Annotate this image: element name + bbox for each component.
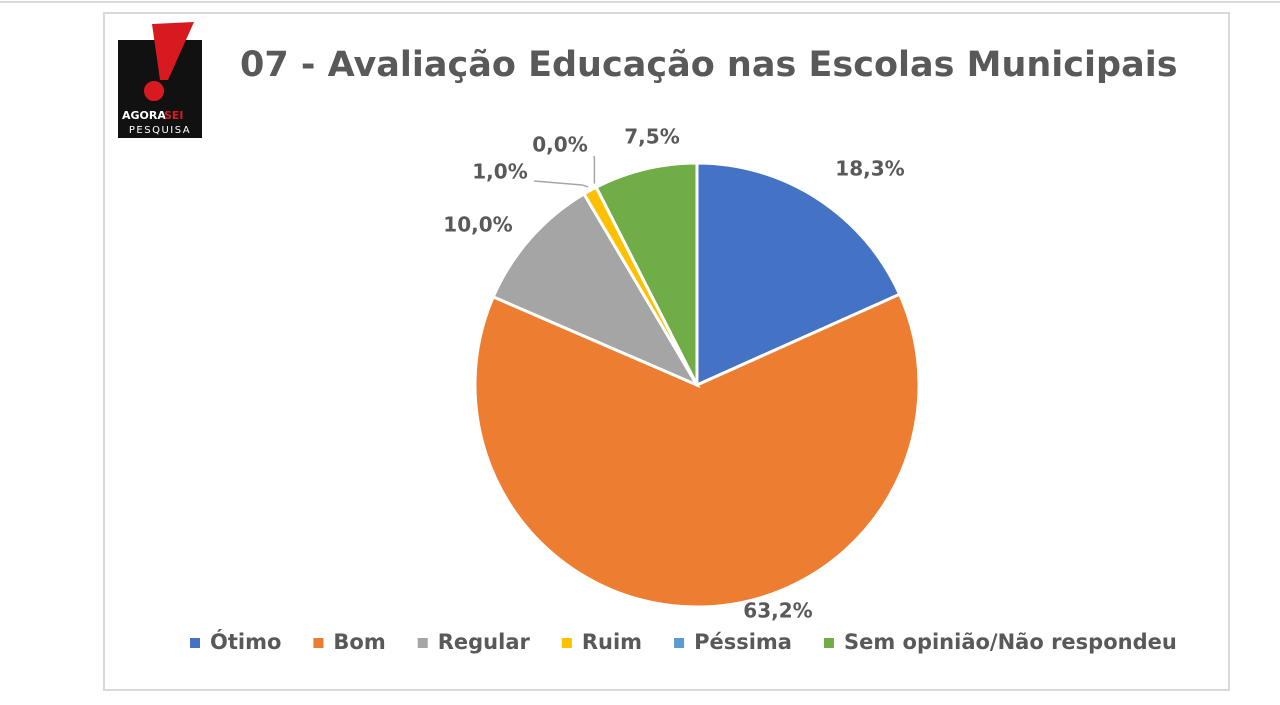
legend-marker xyxy=(313,638,324,648)
data-label: 10,0% xyxy=(443,213,512,237)
legend-label: Sem opinião/Não respondeu xyxy=(844,630,1177,654)
legend-marker xyxy=(823,638,834,648)
pie-slice xyxy=(594,161,699,386)
legend-marker xyxy=(561,638,572,648)
data-label: 7,5% xyxy=(624,125,679,149)
data-label: 1,0% xyxy=(472,160,527,184)
legend-label: Ótimo xyxy=(210,629,281,654)
legend-marker xyxy=(674,638,685,648)
logo-subtitle: PESQUISA xyxy=(129,125,191,136)
data-label: 0,0% xyxy=(532,133,587,157)
legend-label: Péssima xyxy=(694,630,792,654)
leader-line xyxy=(533,180,589,188)
legend-marker xyxy=(190,638,200,648)
legend-label: Ruim xyxy=(582,630,642,654)
logo-dot xyxy=(142,79,166,103)
chart-title: 07 - Avaliação Educação nas Escolas Muni… xyxy=(240,45,1178,85)
logo: AGORA SEI PESQUISA xyxy=(118,22,202,138)
legend-label: Regular xyxy=(438,630,531,654)
logo-word: AGORA xyxy=(122,109,166,122)
legend-marker xyxy=(417,638,428,648)
legend-label: Bom xyxy=(333,630,385,654)
data-label: 18,3% xyxy=(835,157,904,181)
logo-exclamation xyxy=(152,22,194,80)
pie-slice xyxy=(491,191,701,389)
data-label: 63,2% xyxy=(743,599,812,623)
pie-slice xyxy=(473,292,921,609)
pie-slice xyxy=(695,161,902,388)
logo-word: SEI xyxy=(164,109,184,122)
